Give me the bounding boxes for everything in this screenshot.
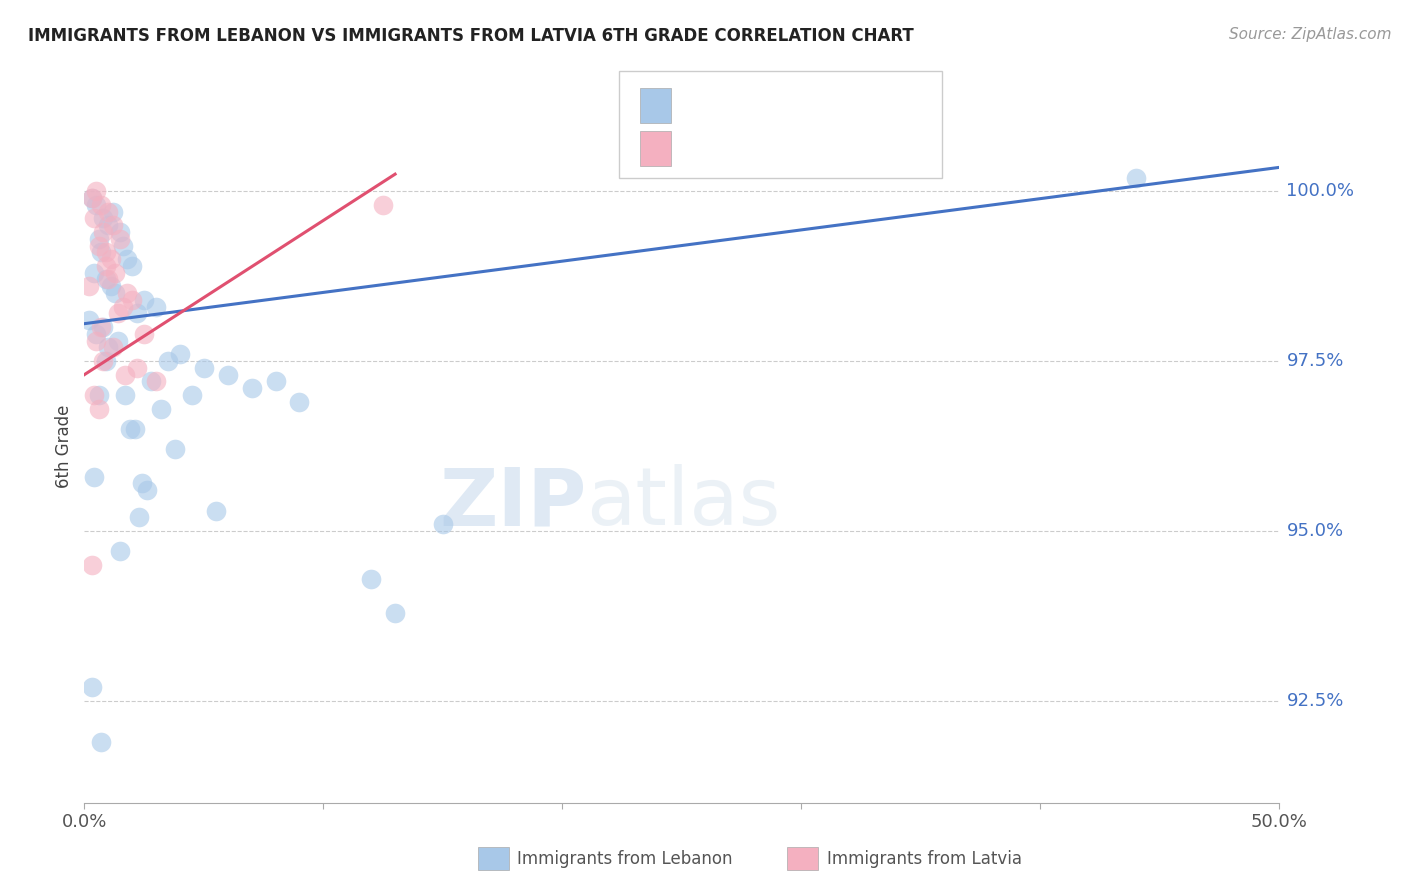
Point — [180, 388, 202, 402]
Text: N = 51: N = 51 — [779, 96, 842, 114]
Text: Immigrants from Lebanon: Immigrants from Lebanon — [517, 850, 733, 868]
Point — [83, 388, 105, 402]
Text: atlas: atlas — [586, 464, 780, 542]
Point — [132, 293, 156, 307]
Point — [121, 259, 143, 273]
Text: 100.0%: 100.0% — [1286, 182, 1354, 200]
Point — [83, 211, 105, 226]
Point — [80, 191, 103, 205]
Point — [128, 510, 150, 524]
Point — [90, 245, 112, 260]
Point — [107, 334, 129, 348]
Text: R = 0.222: R = 0.222 — [688, 96, 778, 114]
Text: Immigrants from Latvia: Immigrants from Latvia — [827, 850, 1022, 868]
Point — [125, 360, 148, 375]
Point — [83, 266, 105, 280]
Point — [141, 375, 163, 389]
Point — [157, 354, 180, 368]
Point — [114, 388, 136, 402]
Point — [100, 252, 122, 266]
Point — [169, 347, 191, 361]
Point — [87, 232, 110, 246]
Point — [83, 469, 105, 483]
Point — [93, 225, 115, 239]
Text: N = 31: N = 31 — [779, 139, 842, 157]
Point — [90, 320, 112, 334]
Point — [205, 503, 228, 517]
Point — [97, 218, 120, 232]
Point — [104, 266, 127, 280]
Point — [264, 375, 287, 389]
Point — [110, 225, 132, 239]
Point — [360, 572, 382, 586]
Point — [87, 238, 110, 252]
Point — [135, 483, 157, 498]
Point — [117, 252, 139, 266]
Point — [132, 326, 156, 341]
Point — [87, 401, 110, 416]
Point — [384, 606, 406, 620]
Point — [90, 198, 112, 212]
Point — [77, 313, 100, 327]
Point — [111, 238, 134, 252]
Point — [94, 245, 117, 260]
Point — [101, 204, 124, 219]
Point — [80, 191, 103, 205]
Point — [131, 476, 153, 491]
Point — [93, 354, 115, 368]
Point — [110, 544, 132, 558]
Point — [104, 286, 127, 301]
Point — [118, 422, 141, 436]
Point — [149, 401, 172, 416]
Point — [94, 354, 117, 368]
Point — [101, 341, 124, 355]
Point — [84, 198, 107, 212]
Text: 95.0%: 95.0% — [1286, 522, 1344, 540]
Point — [114, 368, 136, 382]
Point — [84, 326, 107, 341]
Point — [1125, 170, 1147, 185]
Point — [145, 300, 167, 314]
Point — [97, 204, 120, 219]
Point — [87, 388, 110, 402]
Point — [77, 279, 100, 293]
Point — [107, 306, 129, 320]
Text: 92.5%: 92.5% — [1286, 692, 1344, 710]
Point — [97, 272, 120, 286]
Text: ZIP: ZIP — [439, 464, 586, 542]
Point — [100, 279, 122, 293]
Point — [117, 286, 139, 301]
Text: 97.5%: 97.5% — [1286, 352, 1344, 370]
Point — [121, 293, 143, 307]
Point — [84, 184, 107, 198]
Point — [80, 680, 103, 694]
Point — [432, 517, 454, 532]
Point — [193, 360, 215, 375]
Text: IMMIGRANTS FROM LEBANON VS IMMIGRANTS FROM LATVIA 6TH GRADE CORRELATION CHART: IMMIGRANTS FROM LEBANON VS IMMIGRANTS FR… — [28, 27, 914, 45]
Point — [110, 232, 132, 246]
Point — [217, 368, 239, 382]
Point — [240, 381, 263, 395]
Point — [80, 558, 103, 572]
Point — [371, 198, 394, 212]
Point — [124, 422, 146, 436]
Point — [84, 334, 107, 348]
Point — [165, 442, 187, 457]
Point — [288, 394, 311, 409]
Text: R = 0.401: R = 0.401 — [688, 139, 778, 157]
Point — [111, 300, 134, 314]
Point — [94, 272, 117, 286]
Point — [101, 218, 124, 232]
Point — [125, 306, 148, 320]
Point — [97, 341, 120, 355]
Point — [93, 211, 115, 226]
Y-axis label: 6th Grade: 6th Grade — [55, 404, 73, 488]
Point — [94, 259, 117, 273]
Point — [90, 734, 112, 748]
Text: Source: ZipAtlas.com: Source: ZipAtlas.com — [1229, 27, 1392, 42]
Point — [93, 320, 115, 334]
Point — [145, 375, 167, 389]
